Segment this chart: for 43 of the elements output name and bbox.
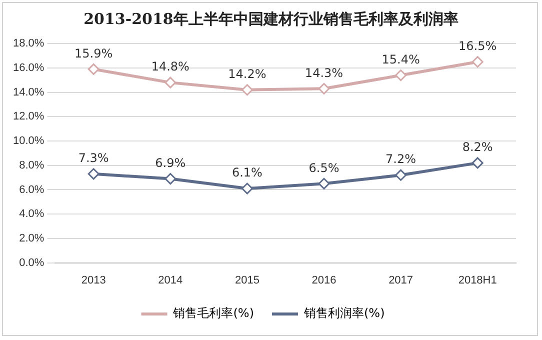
y-tick-label: 8.0%	[19, 159, 44, 172]
point	[472, 56, 484, 68]
y-tick-label: 14.0%	[12, 86, 44, 98]
data-label: 7.3%	[78, 151, 109, 166]
y-tick-label: 16.0%	[12, 62, 44, 74]
data-label: 16.5%	[458, 38, 497, 53]
point	[472, 157, 484, 169]
y-tick-label: 6.0%	[19, 184, 44, 196]
y-tick-label: 12.0%	[12, 110, 44, 123]
data-label: 14.8%	[151, 60, 190, 74]
point	[164, 173, 176, 185]
data-label: 6.1%	[232, 166, 262, 180]
x-tick-label: 2013	[81, 274, 106, 286]
data-label: 8.2%	[462, 140, 493, 154]
legend-label: 销售毛利率(%)	[172, 306, 254, 320]
data-label: 14.3%	[304, 66, 344, 80]
x-tick-label: 2015	[234, 274, 260, 286]
y-tick-label: 2.0%	[19, 232, 44, 244]
data-label: 6.5%	[308, 160, 340, 175]
x-tick-label: 2014	[158, 274, 183, 286]
point	[241, 84, 253, 96]
data-label: 14.2%	[228, 67, 266, 81]
point	[318, 82, 330, 94]
point	[395, 169, 407, 181]
data-label: 15.9%	[74, 46, 113, 60]
point	[88, 63, 100, 75]
data-label: 7.2%	[386, 152, 416, 166]
point	[318, 178, 330, 190]
x-tick-label: 2018H1	[458, 274, 497, 286]
legend-label: 销售利润率(%)	[303, 306, 385, 320]
y-tick-label: 10.0%	[12, 135, 44, 148]
point	[241, 182, 253, 194]
point	[395, 70, 407, 82]
data-label: 15.4%	[382, 52, 420, 66]
point	[164, 76, 176, 88]
chart-title: 2013-2018年上半年中国建材行业销售毛利率及利润率	[82, 10, 460, 29]
x-tick-label: 2017	[388, 274, 414, 286]
y-tick-label: 0.0%	[19, 256, 44, 269]
point	[88, 168, 100, 180]
y-tick-label: 4.0%	[19, 208, 44, 220]
y-tick-label: 18.0%	[12, 38, 44, 50]
data-label: 6.9%	[155, 156, 186, 170]
x-tick-label: 2016	[312, 274, 336, 286]
